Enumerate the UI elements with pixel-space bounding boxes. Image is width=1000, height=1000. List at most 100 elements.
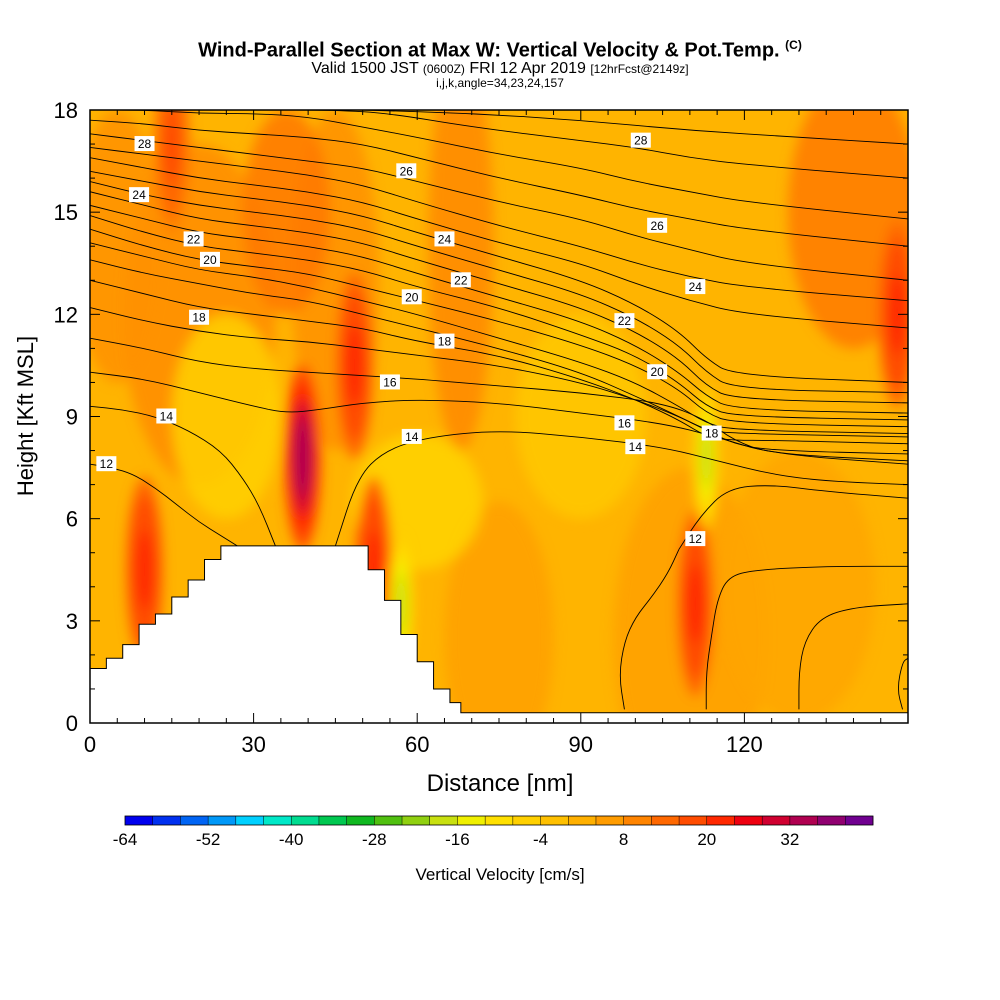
theta-contour-line [90, 119, 908, 247]
colorbar-swatch [429, 816, 458, 825]
colorbar-swatch [152, 816, 181, 825]
velocity-cell [294, 417, 311, 498]
theta-contour-line [898, 657, 908, 710]
colorbar-swatch [623, 816, 652, 825]
colorbar-tick-label: -16 [445, 830, 470, 849]
terrain-profile [90, 545, 908, 723]
colorbar-swatch [291, 816, 320, 825]
colorbar-tick-label: -4 [533, 830, 548, 849]
theta-contour-line [90, 228, 908, 428]
colorbar-swatch [180, 816, 209, 825]
theta-contour-line [90, 242, 908, 434]
contour-label: 26 [400, 164, 414, 178]
theta-contour-line [90, 147, 908, 302]
x-tick-label: 90 [569, 732, 593, 757]
colorbar-swatch [318, 816, 347, 825]
colorbar-tick-label: -64 [113, 830, 138, 849]
theta-contour-line [90, 405, 276, 547]
theta-contour-line [90, 110, 908, 179]
contour-label-box [189, 309, 210, 325]
fill-patch [90, 110, 161, 383]
contour-label-box [379, 374, 400, 390]
contour-label: 16 [383, 375, 397, 389]
colorbar-swatch [540, 816, 569, 825]
contour-label: 14 [160, 410, 174, 424]
contour-label: 18 [705, 427, 719, 441]
velocity-cell [136, 529, 153, 610]
colorbar-swatch [346, 816, 375, 825]
fill-blobs [90, 110, 908, 723]
contour-label-box [401, 428, 422, 444]
contour-label-box [199, 251, 220, 267]
colorbar-swatch [374, 816, 403, 825]
contour-label: 20 [650, 365, 664, 379]
colorbar-swatch [457, 816, 486, 825]
colorbar-swatch [706, 816, 735, 825]
colorbar-tick-label: -28 [362, 830, 387, 849]
contour-label-box [614, 313, 635, 329]
contour-label: 24 [438, 232, 452, 246]
theta-contour-line [90, 157, 908, 329]
contour-label-box [685, 531, 706, 547]
contour-label: 16 [618, 416, 632, 430]
contour-label-box [647, 364, 668, 380]
x-tick-label: 120 [726, 732, 763, 757]
colorbar-tick-label: 8 [619, 830, 628, 849]
contour-label: 18 [192, 311, 206, 325]
theta-contour-line [90, 110, 908, 220]
y-tick-label: 12 [54, 302, 78, 327]
colorbar-swatch [817, 816, 846, 825]
contour-label: 20 [203, 253, 217, 267]
y-tick-label: 18 [54, 98, 78, 123]
theta-contour-line [798, 603, 908, 710]
contour-label-box [183, 231, 204, 247]
contour-labels: 1212141414161618181820202022222224242426… [96, 132, 722, 547]
contour-label-box [614, 415, 635, 431]
theta-contour-line [334, 431, 908, 547]
fill-patch [722, 450, 876, 723]
valid-time: Valid 1500 JST [311, 60, 419, 77]
chart-subtitle: Valid 1500 JST (0600Z) FRI 12 Apr 2019 [… [0, 60, 1000, 78]
theta-contour-line [90, 133, 908, 281]
colorbar-swatch [789, 816, 818, 825]
contour-label-box [401, 289, 422, 305]
contour-label-box [701, 425, 722, 441]
chart-title-text: Wind-Parallel Section at Max W: Vertical… [198, 39, 780, 62]
theta-contour-line [90, 371, 908, 465]
velocity-cell [346, 325, 363, 406]
copyright-mark: (C) [785, 38, 802, 52]
theta-contour-line [90, 204, 908, 414]
colorbar-swatch [845, 816, 874, 825]
contour-label: 14 [629, 440, 643, 454]
colorbar-swatch [263, 816, 292, 825]
contour-label-box [96, 456, 117, 472]
utc-time: (0600Z) [422, 62, 465, 76]
y-tick-label: 6 [66, 507, 78, 532]
axes: 0 30 60 90 120 0 3 6 9 12 15 18 [54, 98, 909, 757]
contour-label: 26 [650, 219, 664, 233]
fill-patch [515, 314, 647, 519]
colorbar-tick-label: -40 [279, 830, 304, 849]
colorbar-tick-label: 32 [780, 830, 799, 849]
colorbar-swatch [568, 816, 597, 825]
contour-label-box [630, 132, 651, 148]
colorbar-swatch [512, 816, 541, 825]
velocity-cell [889, 274, 905, 355]
contour-label: 24 [132, 188, 146, 202]
y-tick-label: 3 [66, 609, 78, 634]
fill-patch [171, 314, 281, 519]
contour-label-box [685, 279, 706, 295]
fill-patch [788, 110, 908, 349]
colorbar-tick-label: 20 [697, 830, 716, 849]
colorbar-swatch [485, 816, 514, 825]
contour-label: 28 [138, 137, 152, 151]
y-tick-label: 9 [66, 405, 78, 430]
contour-label-box [156, 408, 177, 424]
contour-label: 22 [187, 232, 201, 246]
x-tick-label: 30 [241, 732, 265, 757]
colorbar-swatch [651, 816, 680, 825]
theta-contour-line [619, 549, 680, 710]
contour-label: 20 [405, 290, 419, 304]
contour-label: 22 [454, 273, 468, 287]
colorbar-swatch [734, 816, 763, 825]
